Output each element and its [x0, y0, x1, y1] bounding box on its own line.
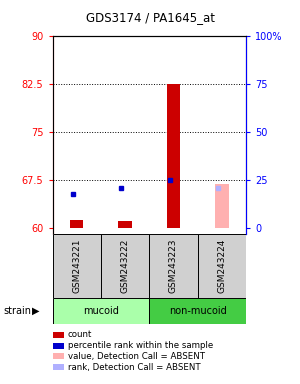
Text: GSM243222: GSM243222 — [121, 239, 130, 293]
Text: value, Detection Call = ABSENT: value, Detection Call = ABSENT — [68, 352, 205, 361]
Bar — [52, 234, 101, 298]
Text: percentile rank within the sample: percentile rank within the sample — [68, 341, 213, 350]
Text: GSM243223: GSM243223 — [169, 239, 178, 293]
Bar — [101, 234, 149, 298]
Bar — [167, 84, 180, 228]
Bar — [198, 234, 246, 298]
Text: mucoid: mucoid — [83, 306, 119, 316]
Text: count: count — [68, 330, 92, 339]
Text: GDS3174 / PA1645_at: GDS3174 / PA1645_at — [85, 11, 214, 24]
Text: rank, Detection Call = ABSENT: rank, Detection Call = ABSENT — [68, 362, 200, 372]
Text: non-mucoid: non-mucoid — [169, 306, 226, 316]
Bar — [118, 222, 132, 228]
Text: ▶: ▶ — [32, 306, 39, 316]
Text: GSM243221: GSM243221 — [72, 239, 81, 293]
Text: strain: strain — [3, 306, 31, 316]
Bar — [215, 184, 229, 228]
Text: GSM243224: GSM243224 — [217, 239, 226, 293]
Bar — [70, 220, 83, 228]
Bar — [52, 298, 149, 324]
Bar — [149, 298, 246, 324]
Bar — [149, 234, 198, 298]
